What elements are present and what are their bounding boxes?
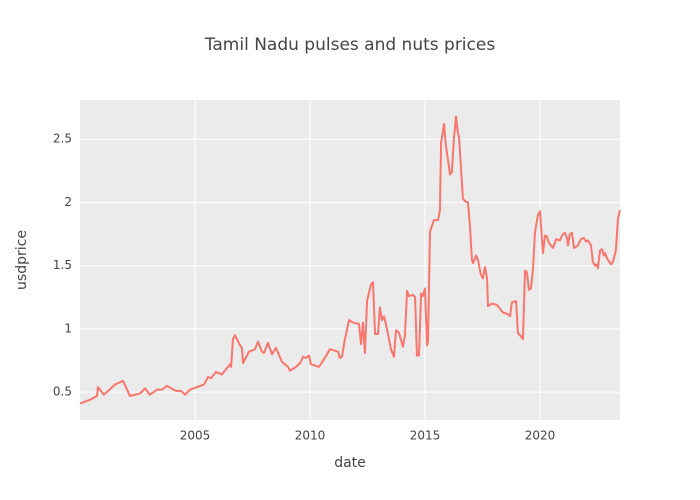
x-tick-label: 2010: [295, 429, 326, 443]
y-tick-label: 2.5: [53, 132, 72, 146]
plot-area: [80, 100, 620, 420]
y-tick-label: 0.5: [53, 385, 72, 399]
x-tick-label: 2015: [410, 429, 441, 443]
x-tick-label: 2020: [525, 429, 556, 443]
y-axis-label: usdprice: [14, 230, 30, 290]
x-tick-label: 2005: [180, 429, 211, 443]
data-line: [79, 115, 621, 405]
chart-title: Tamil Nadu pulses and nuts prices: [204, 35, 496, 55]
y-tick-label: 1.5: [53, 258, 72, 272]
y-tick-label: 1: [64, 321, 72, 335]
x-axis-label: date: [334, 455, 366, 471]
y-tick-label: 2: [64, 195, 72, 209]
